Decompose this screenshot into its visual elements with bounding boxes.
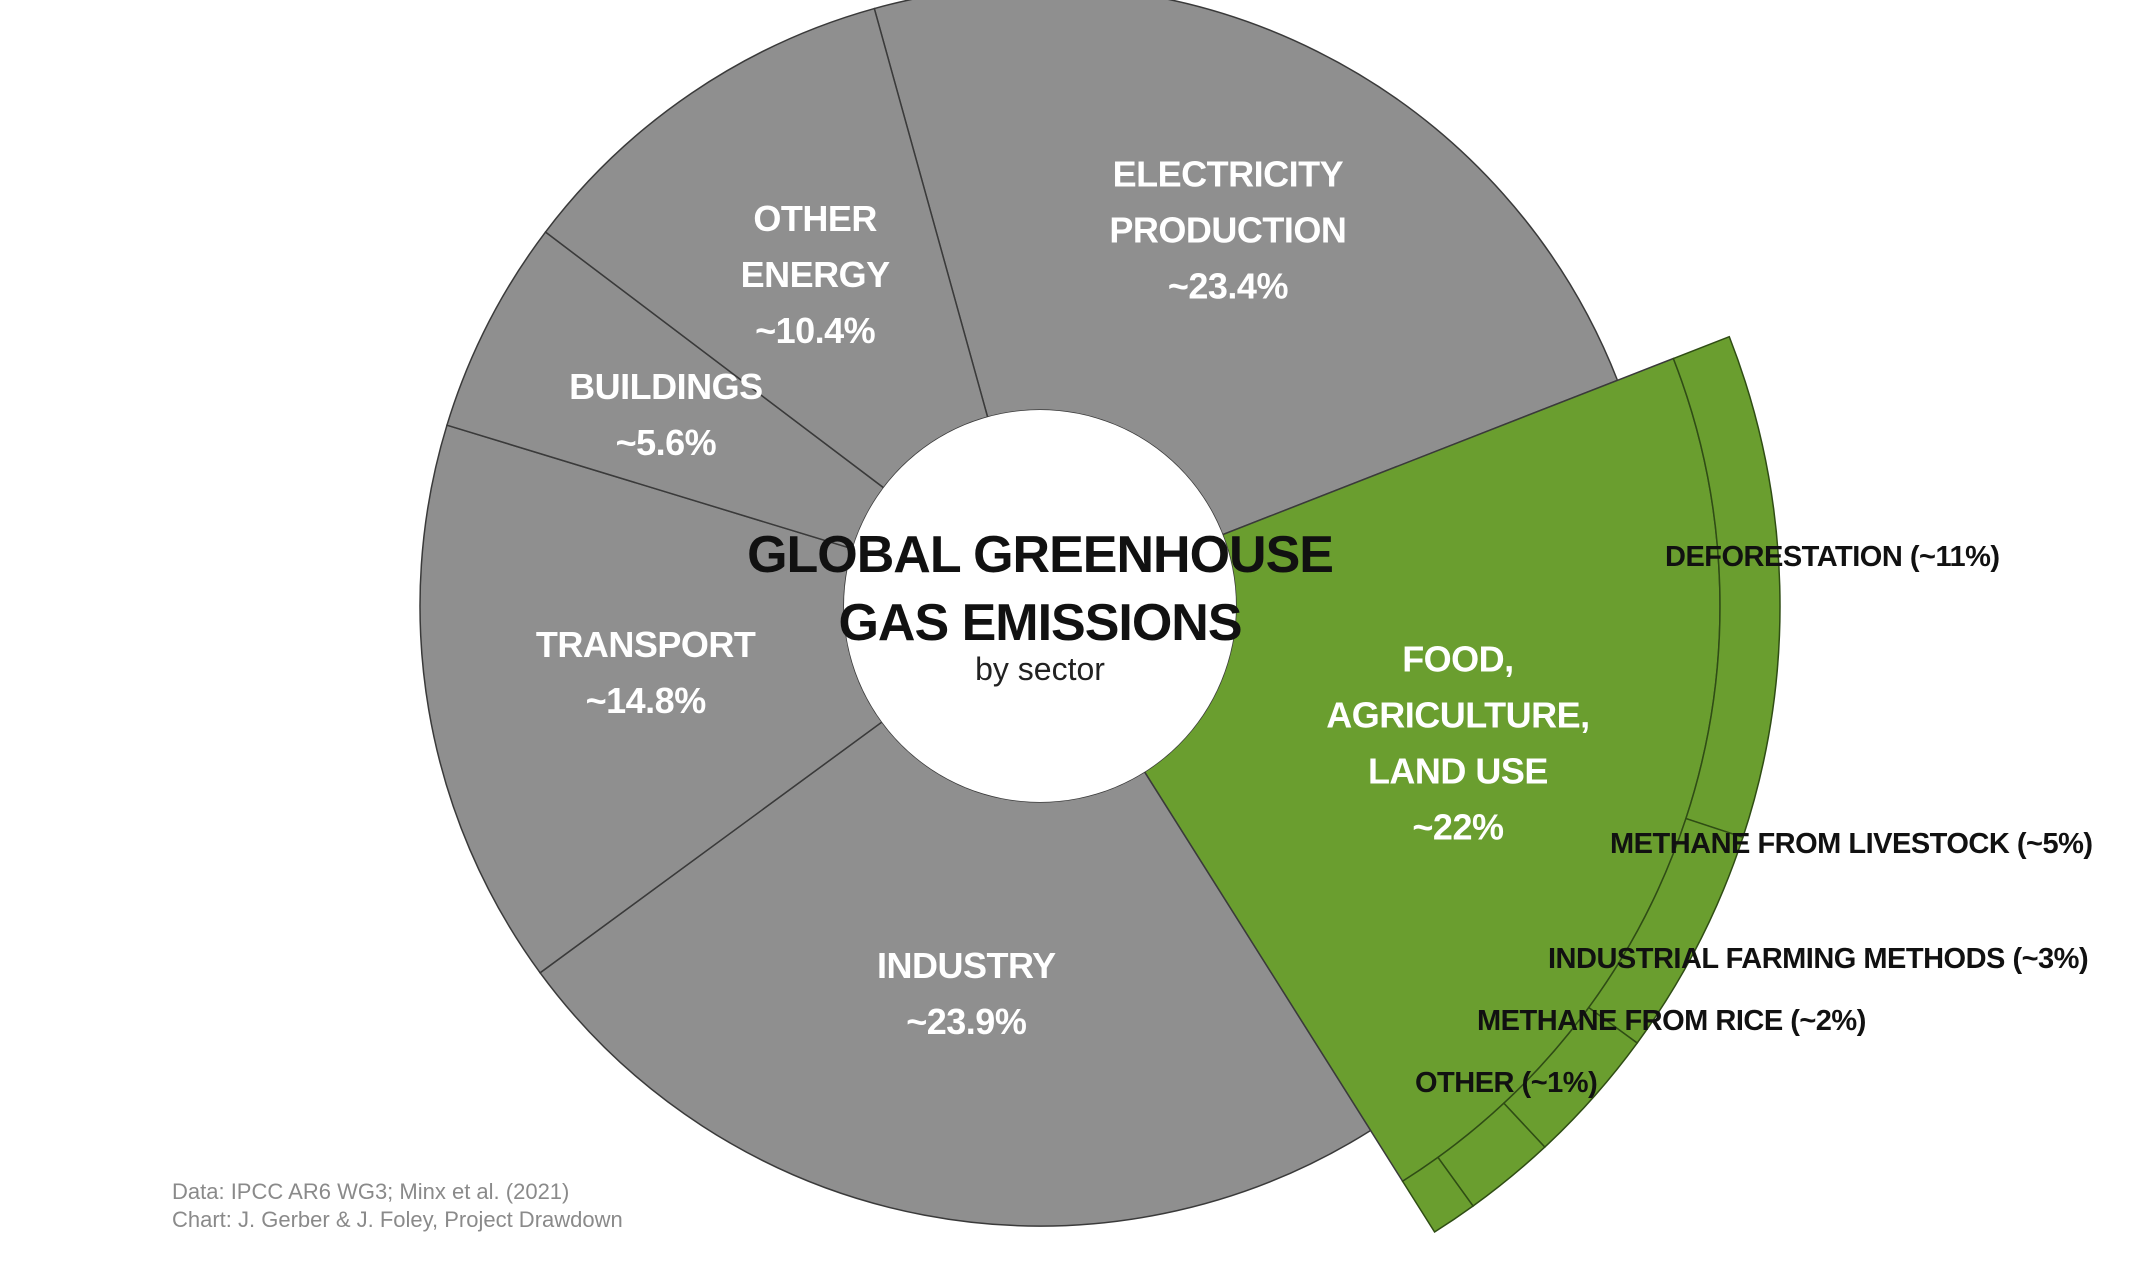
segment-name-label: AGRICULTURE, <box>1326 695 1589 736</box>
breakdown-label: METHANE FROM LIVESTOCK (~5%) <box>1610 828 2093 860</box>
breakdown-label: DEFORESTATION (~11%) <box>1665 541 2000 573</box>
segment-name-label: ELECTRICITY <box>1113 153 1344 194</box>
segment-name-label: BUILDINGS <box>569 366 763 407</box>
breakdown-segments <box>1401 335 1781 1234</box>
segment-name-label: TRANSPORT <box>536 624 756 665</box>
sector-labels: ELECTRICITY PRODUCTION ~23.4% FOOD, AGRICULT… <box>536 153 1590 1042</box>
segment-value-label: ~23.4% <box>1168 265 1289 306</box>
segment-name-label: LAND USE <box>1368 751 1548 792</box>
segment-name-label: ENERGY <box>741 254 891 295</box>
segment-value-label: ~22% <box>1412 807 1504 848</box>
segment-name-label: OTHER <box>753 198 877 239</box>
breakdown-segment <box>1401 1156 1475 1234</box>
segment-name-label: FOOD, <box>1402 639 1514 680</box>
breakdown-label: INDUSTRIAL FARMING METHODS (~3%) <box>1548 943 2088 975</box>
segment-value-label: ~10.4% <box>755 310 876 351</box>
breakdown-label: OTHER (~1%) <box>1415 1067 1597 1099</box>
segment-value-label: ~14.8% <box>586 680 707 721</box>
chart-author-credit: Chart: J. Gerber & J. Foley, Project Dra… <box>172 1207 623 1232</box>
breakdown-label: METHANE FROM RICE (~2%) <box>1477 1005 1866 1037</box>
breakdown-labels: DEFORESTATION (~11%) METHANE FROM LIVESTO… <box>1415 541 2093 1099</box>
center-hole <box>844 410 1236 802</box>
segment-name-label: PRODUCTION <box>1109 209 1346 250</box>
chart-title-line-1: GLOBAL GREENHOUSE <box>747 526 1333 584</box>
sector-segments <box>419 0 1721 1227</box>
chart-title-line-2: GAS EMISSIONS <box>838 594 1241 652</box>
data-source-credit: Data: IPCC AR6 WG3; Minx et al. (2021) <box>172 1179 570 1204</box>
segment-name-label: INDUSTRY <box>877 945 1056 986</box>
segment-value-label: ~23.9% <box>906 1001 1027 1042</box>
segment-value-label: ~5.6% <box>616 422 717 463</box>
chart-subtitle: by sector <box>975 651 1105 687</box>
